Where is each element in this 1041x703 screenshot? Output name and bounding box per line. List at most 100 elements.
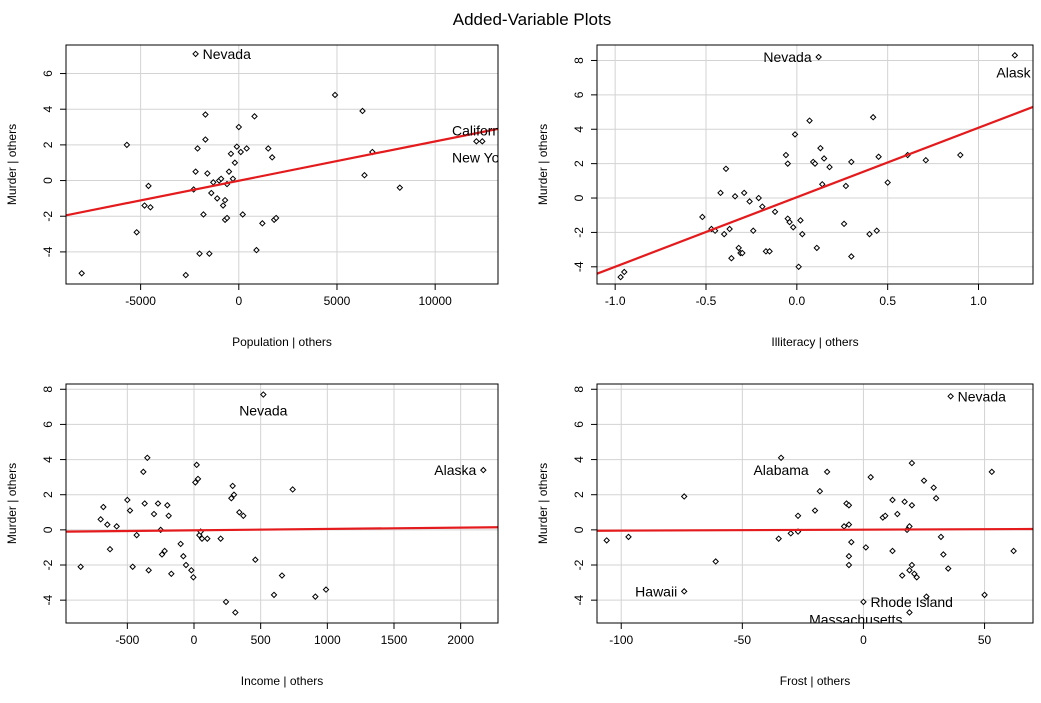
data-point <box>866 230 873 238</box>
data-point <box>396 184 404 191</box>
data-point <box>251 113 258 120</box>
x-tick-label: 1500 <box>381 633 408 647</box>
data-point <box>988 468 996 476</box>
data-point <box>264 145 272 152</box>
data-point <box>478 138 486 145</box>
data-point <box>198 535 206 542</box>
data-point <box>232 609 239 616</box>
data-point <box>78 269 86 277</box>
data-point <box>204 535 211 542</box>
data-point <box>164 501 171 509</box>
data-point <box>145 182 152 190</box>
point-label: Californ <box>452 123 500 139</box>
y-tick-label: 6 <box>572 421 586 428</box>
data-point <box>231 159 239 167</box>
data-point <box>268 154 276 161</box>
y-tick-label: 4 <box>572 456 586 463</box>
y-tick-label: 4 <box>41 106 55 113</box>
data-point <box>735 244 743 252</box>
data-point <box>228 494 235 502</box>
data-point <box>712 558 719 565</box>
x-tick-label: 1000 <box>314 633 341 647</box>
data-point <box>260 391 267 398</box>
y-tick-label: 6 <box>41 421 55 428</box>
data-point <box>908 459 916 467</box>
data-point <box>823 468 831 476</box>
data-point <box>259 220 266 227</box>
data-point <box>731 193 739 200</box>
x-tick-label: 0 <box>860 633 867 647</box>
data-point <box>898 572 906 579</box>
regression-line <box>597 105 1033 275</box>
plot-area: Nevada Alask <box>597 49 1033 281</box>
data-point <box>272 214 280 222</box>
data-point <box>908 501 916 509</box>
y-tick-label: 4 <box>572 126 586 133</box>
data-point <box>217 175 225 183</box>
x-tick-label: 0.0 <box>788 294 805 308</box>
y-axis-label: Murder | others <box>536 463 550 544</box>
data-point <box>617 273 624 281</box>
data-point <box>106 545 114 553</box>
data-point <box>161 547 168 555</box>
data-point <box>775 535 782 542</box>
data-point <box>219 202 227 209</box>
y-tick-label: 0 <box>41 526 55 533</box>
data-point <box>1010 547 1017 555</box>
data-point <box>845 501 853 509</box>
x-axis-label: Illiteracy | others <box>771 335 858 349</box>
x-tick-label: 2000 <box>447 633 474 647</box>
x-tick-label: -0.5 <box>696 294 717 308</box>
data-point <box>845 521 853 528</box>
y-tick-label: -2 <box>572 227 586 238</box>
data-point <box>312 593 319 600</box>
data-point <box>746 198 753 205</box>
data-point <box>911 570 918 578</box>
data-point <box>766 248 773 255</box>
data-point <box>884 179 891 186</box>
data-point <box>361 171 368 179</box>
data-point <box>811 160 819 167</box>
data-point <box>906 609 913 616</box>
data-point <box>817 144 824 152</box>
regression-line <box>66 127 498 217</box>
data-point <box>932 494 940 502</box>
data-point <box>252 556 259 564</box>
data-point <box>129 563 136 571</box>
data-point <box>322 586 330 593</box>
data-point <box>755 194 762 202</box>
point-label: Massachusetts <box>809 611 902 627</box>
data-point <box>177 540 184 548</box>
point-label: Nevada <box>958 388 1006 404</box>
data-point <box>188 566 195 574</box>
data-point <box>842 182 850 190</box>
data-point <box>200 211 207 218</box>
data-point <box>180 552 187 560</box>
data-point <box>848 253 855 260</box>
data-point <box>359 107 366 115</box>
data-point <box>240 512 247 520</box>
y-tick-label: -2 <box>572 559 586 570</box>
data-point <box>194 145 201 152</box>
x-tick-label: 10000 <box>418 294 452 308</box>
data-point <box>206 250 213 257</box>
point-label: New Yo <box>452 149 500 165</box>
data-point <box>233 143 241 150</box>
data-point <box>875 153 882 161</box>
y-tick-label: 8 <box>572 386 586 393</box>
data-point <box>867 473 875 481</box>
data-point <box>873 227 881 235</box>
data-point <box>221 196 229 204</box>
point-label: Alask <box>996 65 1031 81</box>
data-point <box>699 213 706 221</box>
data-point <box>144 454 151 462</box>
data-point <box>168 570 175 578</box>
grid-lines <box>66 45 498 284</box>
data-point <box>213 195 221 202</box>
data-point <box>625 533 632 541</box>
data-point <box>236 508 243 516</box>
data-point <box>848 538 855 546</box>
data-point <box>603 537 610 544</box>
data-point <box>726 225 733 233</box>
